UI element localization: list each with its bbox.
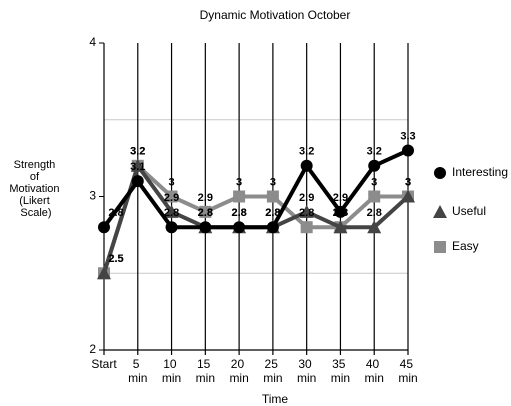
marker <box>300 221 313 234</box>
data-label: 2.8 <box>265 207 280 219</box>
data-label: 2.8 <box>231 207 246 219</box>
marker <box>266 190 279 203</box>
x-tick-label: 15 min <box>196 357 215 385</box>
data-label: 2.9 <box>164 192 179 204</box>
marker <box>402 144 414 157</box>
data-label: 3 <box>371 176 377 188</box>
marker <box>401 189 415 203</box>
marker <box>233 190 246 203</box>
data-label: 2.8 <box>299 207 314 219</box>
data-label: 3 <box>236 176 242 188</box>
marker <box>199 205 212 218</box>
marker <box>233 221 246 234</box>
series-line <box>102 163 408 274</box>
marker <box>434 167 446 179</box>
x-tick-label: 45 min <box>398 357 417 385</box>
marker <box>164 204 179 218</box>
marker <box>97 266 111 280</box>
data-label: 2.8 <box>198 207 213 219</box>
data-label: 3.3 <box>400 130 415 142</box>
x-tick-label: 30 min <box>297 357 316 385</box>
data-label: 2.8 <box>164 207 179 219</box>
data-label: 2.8 <box>231 207 246 219</box>
legend-label: Interesting <box>452 165 508 179</box>
x-tick-label: 35 min <box>331 357 350 385</box>
data-label: 3.2 <box>130 146 145 158</box>
data-label: 2.9 <box>333 192 348 204</box>
marker <box>333 220 348 234</box>
x-tick-label: 25 min <box>263 357 282 385</box>
data-label: 3.1 <box>130 161 145 173</box>
data-label: 2.8 <box>367 207 382 219</box>
marker <box>266 221 279 234</box>
y-axis-title: Strength of Motivation (Likert Scale) <box>9 159 62 219</box>
marker <box>299 204 314 218</box>
data-label: 2.8 <box>333 207 348 219</box>
x-tick-label: Start <box>91 357 117 371</box>
x-tick-label: 40 min <box>365 357 384 385</box>
data-label: 2.5 <box>108 253 123 265</box>
marker <box>199 221 212 234</box>
data-label: 3 <box>405 176 411 188</box>
marker <box>165 190 178 203</box>
x-tick-label: 5 min <box>128 357 147 385</box>
marker <box>334 205 347 218</box>
legend-item: Useful <box>433 204 486 218</box>
marker <box>433 205 447 218</box>
data-label: 3.2 <box>299 146 314 158</box>
y-tick-label: 4 <box>89 35 96 49</box>
data-label: 2.5 <box>108 253 123 265</box>
series-line <box>102 148 409 230</box>
data-label: 3 <box>405 176 411 188</box>
legend-item: Interesting <box>434 165 508 179</box>
data-label: 2.8 <box>333 207 348 219</box>
legend-label: Easy <box>452 239 479 253</box>
y-tick-label: 2 <box>89 342 96 356</box>
marker <box>367 220 382 234</box>
data-label: 3 <box>168 176 174 188</box>
data-label: 2.9 <box>198 192 213 204</box>
y-tick-label: 3 <box>89 189 96 203</box>
x-axis-title: Time <box>262 392 289 406</box>
marker <box>434 241 446 253</box>
data-label: 2.8 <box>108 207 123 219</box>
legend-label: Useful <box>452 204 486 218</box>
data-label: 2.8 <box>198 207 213 219</box>
marker <box>300 159 313 172</box>
data-label: 2.9 <box>299 192 314 204</box>
marker <box>130 158 145 172</box>
data-label: 3.2 <box>367 146 382 158</box>
marker <box>98 221 110 234</box>
x-tick-label: 20 min <box>229 357 248 385</box>
x-tick-label: 10 min <box>162 357 181 385</box>
data-label: 3.2 <box>130 146 145 158</box>
legend-item: Easy <box>434 239 479 253</box>
marker <box>368 159 381 172</box>
marker <box>368 190 381 203</box>
data-label: 2.8 <box>265 207 280 219</box>
marker <box>131 175 144 188</box>
data-label: 3 <box>270 176 276 188</box>
chart-title: Dynamic Motivation October <box>200 8 351 22</box>
marker <box>165 221 178 234</box>
